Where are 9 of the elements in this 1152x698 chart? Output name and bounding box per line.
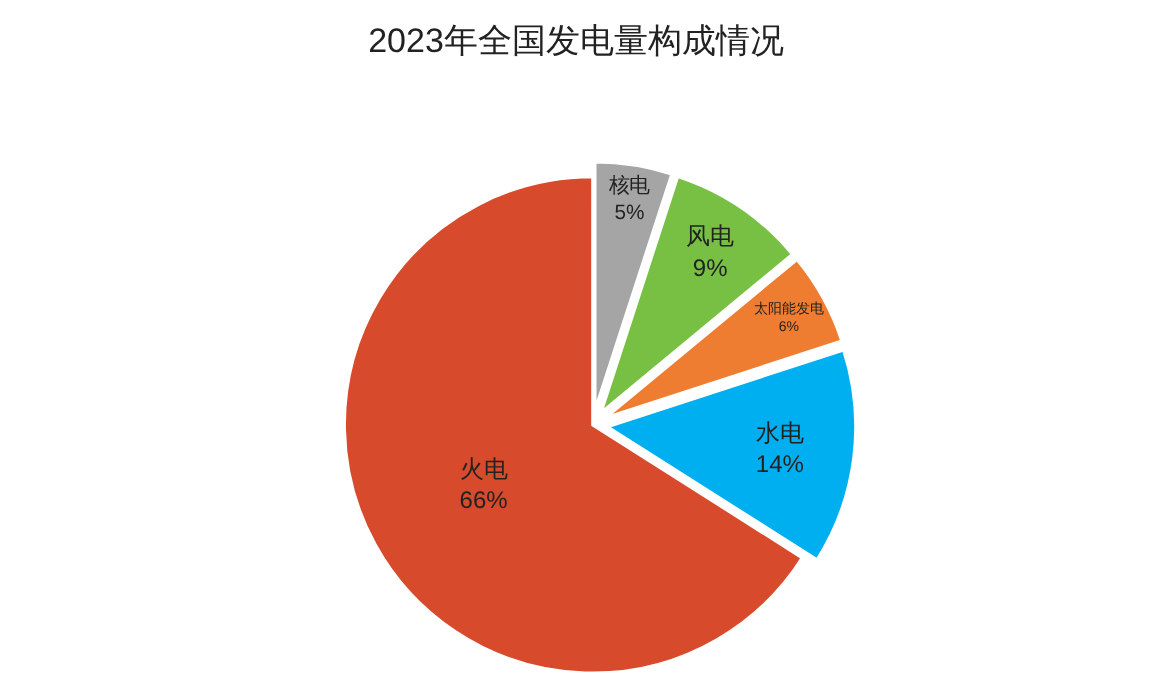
chart-title: 2023年全国发电量构成情况 [368,21,784,60]
data-label: 9% [692,253,729,282]
data-label: 14% [755,450,805,479]
data-label: 5% [614,202,645,225]
slice-label: 风电 [686,222,735,251]
slice-label: 核电 [607,173,650,198]
data-label: 66% [459,486,509,515]
slice-label: 水电 [755,418,804,447]
slice-label: 火电 [459,455,508,484]
